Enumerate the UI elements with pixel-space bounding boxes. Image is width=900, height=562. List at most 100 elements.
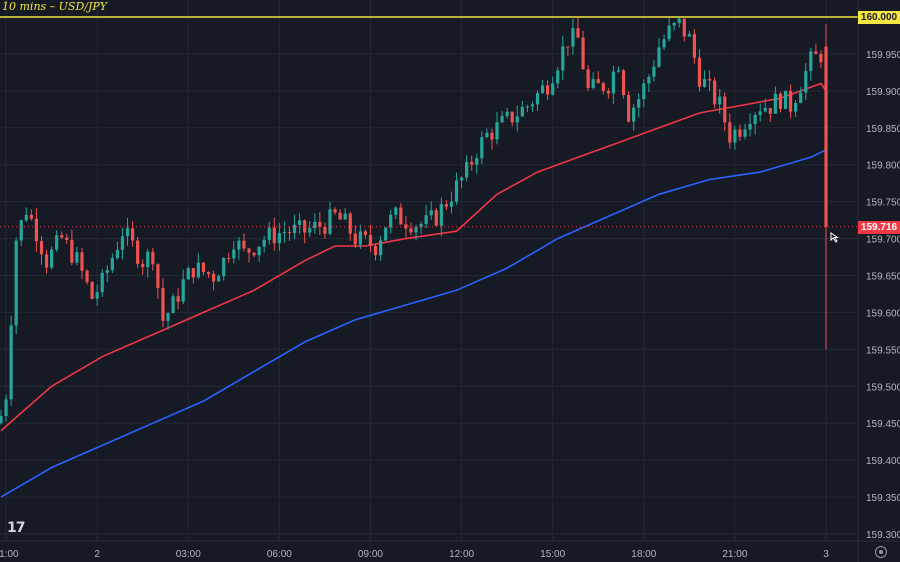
candle xyxy=(29,209,33,221)
candle xyxy=(303,219,307,244)
candle-body xyxy=(809,51,813,71)
candle xyxy=(343,207,347,220)
candle xyxy=(222,257,226,281)
candle xyxy=(540,80,545,95)
candle xyxy=(702,70,707,88)
candle-body xyxy=(136,240,140,264)
time-axis[interactable]: 21:00 2 03:00 06:00 09:00 12:00 15:00 18:00 21:0… xyxy=(0,540,900,560)
candle xyxy=(100,269,104,298)
candle xyxy=(692,29,697,64)
candle-body xyxy=(758,111,762,115)
candle-body xyxy=(627,95,631,122)
candle-body xyxy=(348,213,352,234)
candle-body xyxy=(470,161,474,165)
candle xyxy=(429,201,433,220)
candle xyxy=(551,76,555,96)
candle-body xyxy=(773,93,777,114)
candle-body xyxy=(657,47,661,67)
candle xyxy=(136,236,140,268)
candle xyxy=(384,227,388,242)
candle xyxy=(298,213,302,235)
candle-body xyxy=(105,270,109,273)
candle-body xyxy=(591,79,595,88)
candle xyxy=(75,247,79,266)
candle xyxy=(394,206,398,220)
candle-body xyxy=(50,249,54,268)
candle-body xyxy=(525,106,529,108)
y-tick-label: 159.800 xyxy=(866,161,900,172)
candle xyxy=(353,225,357,248)
candle xyxy=(804,63,808,101)
candle-body xyxy=(510,111,514,123)
candle-body xyxy=(186,268,190,280)
price-axis[interactable]: 160.000 159.950 159.900 159.850 159.800 159.7… xyxy=(857,0,900,562)
candle xyxy=(313,213,317,234)
candle-body xyxy=(728,122,732,143)
candle xyxy=(65,233,69,244)
settings-gear-icon[interactable] xyxy=(875,546,887,558)
candle-body xyxy=(237,240,241,250)
candle-body xyxy=(702,79,707,87)
candle-body xyxy=(277,233,281,244)
candle-body xyxy=(409,228,413,233)
candle-body xyxy=(217,276,221,282)
candle-body xyxy=(196,262,200,278)
candle-body xyxy=(363,231,368,235)
candle xyxy=(257,246,261,262)
candle-body xyxy=(292,224,297,234)
tradingview-logo-icon[interactable]: 17 xyxy=(7,520,26,536)
candle xyxy=(707,70,712,91)
candle xyxy=(272,217,276,251)
candle xyxy=(156,263,160,299)
candle-body xyxy=(0,416,3,424)
candle-body xyxy=(65,237,69,240)
candle-body xyxy=(201,262,206,272)
candle-body xyxy=(642,83,646,100)
candle-body xyxy=(814,51,818,54)
candle-body xyxy=(783,90,788,109)
candle xyxy=(419,221,423,235)
candle-body xyxy=(606,90,610,94)
candle-body xyxy=(748,124,752,130)
candle-body xyxy=(328,209,332,234)
candle xyxy=(799,87,803,104)
candle-body xyxy=(500,116,504,123)
candle-body xyxy=(723,96,727,123)
candle xyxy=(743,123,747,140)
candle-body xyxy=(100,272,104,293)
candle-body xyxy=(75,252,79,263)
candle xyxy=(591,72,595,90)
candle-body xyxy=(125,228,130,237)
candle xyxy=(434,207,438,228)
candle-body xyxy=(161,287,165,321)
candle xyxy=(819,50,823,68)
candle-body xyxy=(637,99,641,108)
candle xyxy=(70,229,74,266)
candle xyxy=(80,247,84,280)
candle xyxy=(201,262,206,276)
candle xyxy=(566,46,570,56)
x-tick-label: 3 xyxy=(823,549,829,560)
y-tick-label: 159.300 xyxy=(866,530,900,541)
candle xyxy=(262,235,266,253)
candle xyxy=(110,253,114,273)
candle-body xyxy=(146,251,150,268)
x-tick-label: 2 xyxy=(94,549,100,560)
candle xyxy=(252,252,256,258)
candle xyxy=(404,216,408,238)
candle xyxy=(500,111,504,124)
candle-body xyxy=(55,235,59,250)
candle-body xyxy=(384,227,388,241)
candle xyxy=(176,288,180,310)
y-tick-label: 159.350 xyxy=(866,493,900,504)
y-tick-label: 159.900 xyxy=(866,87,900,98)
candle xyxy=(368,225,373,253)
candle xyxy=(621,68,626,99)
candle xyxy=(237,236,241,260)
candle xyxy=(662,34,666,50)
candle xyxy=(535,90,540,111)
candle xyxy=(247,247,251,263)
candle xyxy=(505,107,509,119)
candle xyxy=(363,229,368,239)
